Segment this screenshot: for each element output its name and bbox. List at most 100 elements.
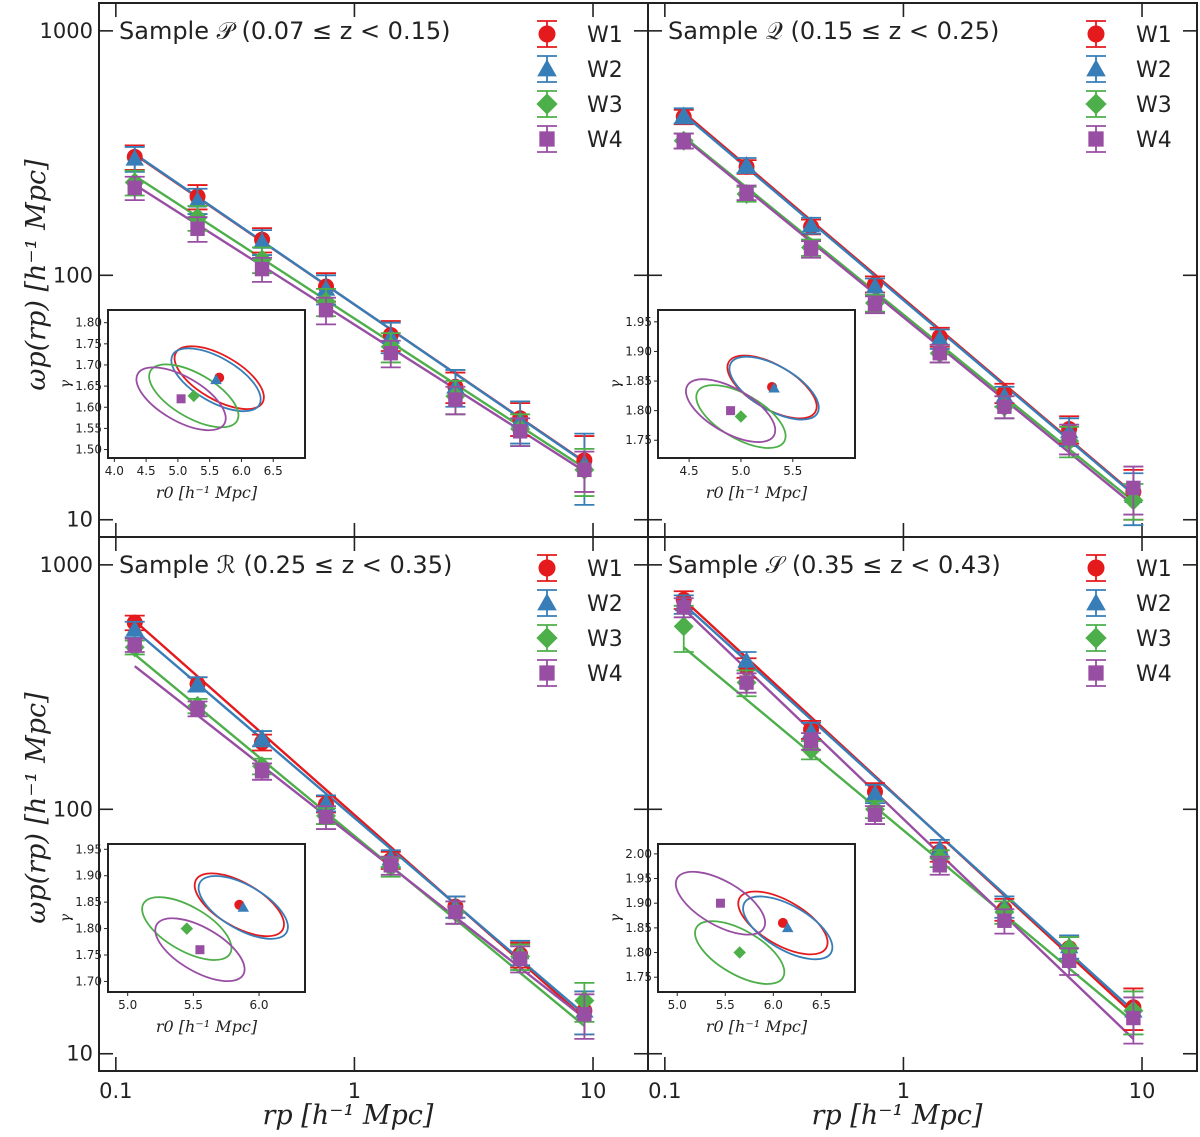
inset-y-tick-label: 1.80 bbox=[625, 404, 652, 418]
fit-line-w4 bbox=[682, 608, 1135, 1040]
data-point-w4 bbox=[190, 221, 205, 236]
inset-y-tick-label: 2.00 bbox=[625, 847, 652, 861]
legend-marker-w1 bbox=[538, 559, 556, 577]
inset-ellipse-w4 bbox=[154, 917, 246, 983]
data-point-w4 bbox=[1061, 431, 1077, 446]
legend-marker-w4 bbox=[539, 131, 555, 147]
x-tick-label: 0.1 bbox=[99, 1079, 132, 1103]
inset-point-w4 bbox=[726, 406, 736, 416]
legend-marker-w1 bbox=[538, 25, 556, 43]
x-tick-label: 1 bbox=[348, 1079, 361, 1103]
inset-y-tick-label: 1.80 bbox=[75, 316, 102, 330]
inset-ellipse-w2 bbox=[197, 875, 289, 940]
inset-y-label: γ bbox=[58, 913, 74, 922]
data-point-w4 bbox=[318, 809, 334, 825]
legend-marker-w4 bbox=[539, 665, 555, 681]
inset-ellipse-w3 bbox=[694, 920, 786, 985]
inset-x-tick-label: 5.0 bbox=[118, 998, 137, 1012]
y-tick-label: 1000 bbox=[40, 19, 93, 43]
legend-label-w2: W2 bbox=[587, 58, 623, 83]
inset-y-tick-label: 1.50 bbox=[75, 443, 102, 457]
legend-marker-w3 bbox=[536, 93, 558, 115]
legend-label-w3: W3 bbox=[1136, 627, 1172, 652]
inset-y-tick-label: 1.95 bbox=[75, 842, 102, 856]
data-point-w4 bbox=[676, 133, 691, 148]
data-point-w4 bbox=[739, 675, 754, 690]
inset-y-tick-label: 1.85 bbox=[75, 895, 102, 909]
panel-3: 0.1 1 10 10 100 1000 Sample ℛ (0.25 ≤ z < 0.35… bbox=[40, 536, 649, 1103]
inset-y-tick-label: 1.85 bbox=[625, 921, 652, 935]
legend-marker-w1 bbox=[1087, 559, 1105, 577]
data-point-w4 bbox=[1061, 953, 1077, 969]
data-point-w4 bbox=[383, 858, 398, 873]
inset-frame bbox=[107, 309, 306, 459]
data-point-w4 bbox=[512, 424, 528, 439]
panels-group: 10 100 1000 Sample 𝒫 (0.07 ≤ z < 0.15) W1 W2 W… bbox=[40, 2, 1198, 1103]
inset-ellipse-w1 bbox=[173, 345, 265, 410]
inset-y-tick-label: 1.90 bbox=[625, 344, 652, 358]
fit-line-w4 bbox=[133, 665, 586, 1019]
inset-x-tick-label: 6.5 bbox=[264, 464, 283, 478]
inset-x-tick-label: 5.0 bbox=[731, 464, 750, 478]
inset-y-tick-label: 1.60 bbox=[75, 400, 102, 414]
inset-frame bbox=[657, 843, 856, 993]
data-point-w2 bbox=[125, 620, 144, 637]
legend-label-w2: W2 bbox=[1136, 58, 1172, 83]
inset-x-label: r0 [h⁻¹ Mpc] bbox=[156, 1017, 258, 1036]
inset-y-tick-label: 1.75 bbox=[75, 948, 102, 962]
inset-point-w3 bbox=[734, 410, 748, 423]
legend-marker-w3 bbox=[536, 627, 558, 649]
data-point-w4 bbox=[997, 399, 1012, 414]
data-point-w2 bbox=[252, 729, 272, 746]
data-point-w4 bbox=[448, 904, 463, 920]
fit-line-w3 bbox=[133, 653, 586, 1027]
inset-frame bbox=[657, 309, 856, 459]
legend-label-w1: W1 bbox=[1136, 557, 1172, 582]
data-point-w4 bbox=[127, 637, 142, 653]
data-point-w4 bbox=[127, 180, 142, 196]
data-point-w4 bbox=[867, 807, 883, 822]
inset-point-w2 bbox=[210, 374, 222, 385]
x-axis-label-left: rp [h⁻¹ Mpc] bbox=[263, 1100, 434, 1131]
inset-y-tick-label: 1.55 bbox=[75, 421, 102, 435]
inset-y-tick-label: 1.95 bbox=[625, 872, 652, 886]
fit-line-w4 bbox=[134, 183, 586, 473]
x-tick-label: 10 bbox=[580, 1079, 607, 1103]
legend-label-w3: W3 bbox=[587, 627, 623, 652]
panel-title: Sample 𝒬 (0.15 ≤ z < 0.25) bbox=[668, 17, 999, 45]
y-tick-label: 10 bbox=[66, 1042, 93, 1066]
y-tick-label: 1000 bbox=[40, 553, 93, 577]
inset-x-tick-label: 4.0 bbox=[105, 464, 124, 478]
data-point-w2 bbox=[674, 106, 693, 123]
legend-label-w3: W3 bbox=[1136, 93, 1172, 118]
fit-line-w4 bbox=[682, 136, 1135, 506]
inset-point-w2 bbox=[768, 382, 780, 393]
data-point-w2 bbox=[125, 149, 144, 166]
inset-y-tick-label: 1.75 bbox=[625, 970, 652, 984]
legend-label-w2: W2 bbox=[1136, 592, 1172, 617]
data-point-w2 bbox=[865, 277, 885, 294]
fit-line-w3 bbox=[682, 646, 1135, 1023]
legend-label-w3: W3 bbox=[587, 93, 623, 118]
fit-line-w3 bbox=[682, 135, 1135, 503]
inset-ellipse-w4 bbox=[135, 366, 227, 432]
legend-marker-w1 bbox=[1087, 25, 1105, 43]
legend-marker-w2 bbox=[1086, 59, 1106, 77]
legend-label-w1: W1 bbox=[587, 23, 623, 48]
panel-title: Sample ℛ (0.25 ≤ z < 0.35) bbox=[119, 551, 452, 579]
inset-y-tick-label: 1.95 bbox=[625, 315, 652, 329]
data-point-w4 bbox=[383, 346, 398, 361]
data-point-w2 bbox=[865, 784, 885, 801]
inset-ellipse-w4 bbox=[674, 870, 767, 936]
legend-label-w4: W4 bbox=[1136, 662, 1172, 687]
inset-y-tick-label: 1.85 bbox=[625, 374, 652, 388]
data-point-w3 bbox=[673, 616, 694, 637]
inset-y-tick-label: 1.75 bbox=[75, 337, 102, 351]
inset-x-tick-label: 6.5 bbox=[812, 998, 831, 1012]
inset-x-tick-label: 6.0 bbox=[249, 998, 268, 1012]
inset-x-tick-label: 6.0 bbox=[764, 998, 783, 1012]
inset-x-tick-label: 5.5 bbox=[716, 998, 735, 1012]
y-tick-label: 100 bbox=[53, 797, 93, 821]
inset-x-tick-label: 5.5 bbox=[184, 998, 203, 1012]
